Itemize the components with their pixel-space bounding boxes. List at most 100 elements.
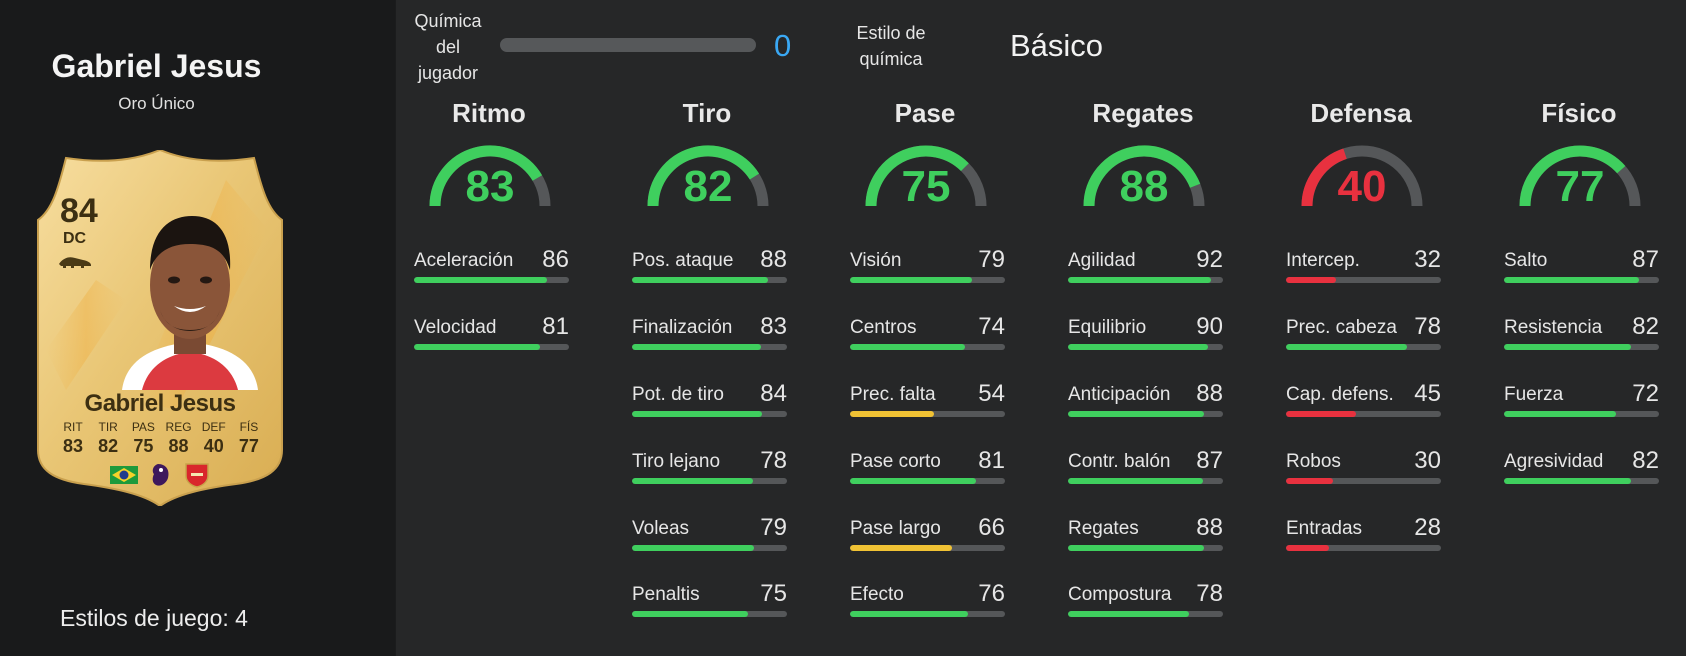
card-stat-pas: PAS 75	[131, 420, 155, 456]
stat-bar-fill	[1504, 277, 1639, 283]
stat-value: 83	[760, 313, 787, 340]
stat-row[interactable]: Centros 74	[850, 313, 1005, 365]
stat-row[interactable]: Resistencia 82	[1504, 313, 1659, 365]
stat-bar-fill	[414, 277, 548, 283]
stat-row[interactable]: Agresividad 82	[1504, 447, 1659, 499]
player-card[interactable]: 84 DC Gabriel Jesus RIT 83 TIR 82 PAS 75 RE…	[36, 150, 284, 506]
stat-name: Pos. ataque	[632, 250, 734, 271]
stat-bar	[850, 411, 1005, 417]
card-stat-reg: REG 88	[165, 420, 192, 456]
stat-row[interactable]: Velocidad 81	[414, 313, 569, 365]
stat-bar-fill	[1068, 344, 1208, 350]
stat-name: Contr. balón	[1068, 451, 1171, 472]
stat-row[interactable]: Aceleración 86	[414, 246, 569, 298]
stat-row[interactable]: Voleas 79	[632, 514, 787, 566]
stat-row[interactable]: Fuerza 72	[1504, 380, 1659, 432]
stat-row[interactable]: Penaltis 75	[632, 580, 787, 632]
stat-bar	[1068, 411, 1223, 417]
chemistry-style-label: Estilo de química	[856, 23, 926, 69]
stat-name: Regates	[1068, 518, 1139, 539]
gauge-arc	[1301, 148, 1347, 207]
stat-value: 72	[1632, 380, 1659, 407]
stat-row[interactable]: Pot. de tiro 84	[632, 380, 787, 432]
stat-row[interactable]: Agilidad 92	[1068, 246, 1223, 298]
card-stat-fis: FÍS 77	[238, 420, 259, 456]
stat-value: 88	[1196, 514, 1223, 541]
stat-bar	[632, 611, 787, 617]
chemistry-bar	[500, 38, 756, 52]
stat-row[interactable]: Entradas 28	[1286, 514, 1441, 566]
stat-value: 78	[1196, 580, 1223, 607]
stat-value: 28	[1414, 514, 1441, 541]
stat-bar	[1068, 478, 1223, 484]
stat-value: 86	[542, 246, 569, 273]
stat-row[interactable]: Salto 87	[1504, 246, 1659, 298]
stat-name: Pot. de tiro	[632, 384, 724, 405]
stat-bar	[850, 545, 1005, 551]
stat-value: 74	[978, 313, 1005, 340]
stat-bar-fill	[850, 545, 953, 551]
stat-value: 88	[1196, 380, 1223, 407]
category-gauge	[1083, 145, 1205, 207]
stat-bar-fill	[1504, 478, 1632, 484]
stat-row[interactable]: Finalización 83	[632, 313, 787, 365]
category-value: 40	[1337, 162, 1387, 211]
category-column-pase: Pase 75 Visión 79 Centros 74 Prec. falta 54 Pase…	[836, 90, 1005, 650]
stat-row[interactable]: Cap. defens. 45	[1286, 380, 1441, 432]
category-gauge	[429, 145, 551, 207]
stat-row[interactable]: Prec. falta 54	[850, 380, 1005, 432]
stat-row[interactable]: Anticipación 88	[1068, 380, 1223, 432]
stat-row[interactable]: Prec. cabeza 78	[1286, 313, 1441, 365]
chemistry-value: 0	[774, 28, 792, 63]
gauge-arc	[1083, 145, 1201, 207]
stat-bar	[1286, 344, 1441, 350]
stat-bar	[1504, 277, 1659, 283]
stat-value: 78	[760, 447, 787, 474]
stat-bar-fill	[850, 277, 973, 283]
stat-row[interactable]: Pase largo 66	[850, 514, 1005, 566]
stat-bar-fill	[1068, 545, 1205, 551]
category-value: 75	[901, 162, 951, 211]
stat-row[interactable]: Robos 30	[1286, 447, 1441, 499]
category-title: Tiro	[682, 98, 732, 128]
stat-row[interactable]: Compostura 78	[1068, 580, 1223, 632]
stat-row[interactable]: Intercep. 32	[1286, 246, 1441, 298]
stat-bar	[850, 277, 1005, 283]
card-type: Oro Único	[118, 94, 195, 113]
stat-bar	[1504, 411, 1659, 417]
playstyles-count[interactable]: Estilos de juego: 4	[60, 605, 248, 631]
stat-bar	[850, 344, 1005, 350]
stat-bar	[1286, 277, 1441, 283]
stat-bar	[632, 344, 787, 350]
stat-row[interactable]: Pase corto 81	[850, 447, 1005, 499]
stat-bar-fill	[1286, 545, 1330, 551]
stat-bar-fill	[1068, 478, 1203, 484]
stat-value: 79	[760, 514, 787, 541]
stat-row[interactable]: Contr. balón 87	[1068, 447, 1223, 499]
stat-bar-fill	[1068, 411, 1205, 417]
stat-name: Prec. falta	[850, 384, 936, 405]
category-gauge	[647, 145, 769, 207]
stat-bar-fill	[1286, 277, 1336, 283]
stat-bar	[1286, 411, 1441, 417]
stat-name: Tiro lejano	[632, 451, 721, 472]
stat-value: 75	[760, 580, 787, 607]
stat-row[interactable]: Visión 79	[850, 246, 1005, 298]
stat-bar-fill	[1286, 411, 1356, 417]
stat-row[interactable]: Efecto 76	[850, 580, 1005, 632]
stat-bar-fill	[632, 545, 755, 551]
stat-row[interactable]: Equilibrio 90	[1068, 313, 1223, 365]
stat-row[interactable]: Pos. ataque 88	[632, 246, 787, 298]
stat-bar-fill	[1504, 411, 1616, 417]
stat-row[interactable]: Regates 88	[1068, 514, 1223, 566]
boot-icon	[59, 257, 91, 268]
stat-bar	[1068, 344, 1223, 350]
stat-bar	[632, 277, 787, 283]
stat-bar-fill	[632, 611, 749, 617]
category-title: Ritmo	[452, 98, 526, 128]
category-value: 82	[683, 162, 733, 211]
stat-row[interactable]: Tiro lejano 78	[632, 447, 787, 499]
card-badges	[110, 463, 209, 488]
chemistry-style-value[interactable]: Básico	[1010, 28, 1104, 63]
category-title: Defensa	[1310, 98, 1412, 128]
